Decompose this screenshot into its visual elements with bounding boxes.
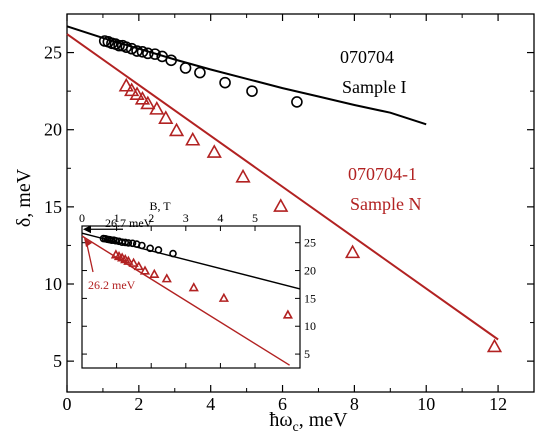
series-label-sample-n-line2: Sample N	[350, 194, 422, 214]
x-tick-label: 0	[63, 394, 72, 414]
x-axis-title: ħωc, meV	[269, 409, 348, 435]
data-point	[113, 39, 125, 52]
fit-line	[66, 33, 499, 341]
y-tick-label: 20	[44, 120, 62, 140]
data-point	[273, 198, 289, 212]
annotation-arrowhead-26-2	[84, 238, 92, 248]
inset-y-tick-label: 5	[304, 347, 310, 361]
inset-data-point	[121, 238, 130, 247]
y-tick-label: 15	[44, 197, 62, 217]
inset-x-tick-label: 2	[148, 211, 154, 225]
data-point	[168, 122, 185, 137]
data-point	[158, 110, 174, 124]
inset-y-tick-label: 20	[304, 264, 316, 278]
data-point	[120, 41, 133, 53]
inset-data-point	[169, 249, 177, 258]
inset-data-point	[133, 260, 144, 271]
inset-data-point	[139, 265, 151, 275]
x-tick-label: 6	[278, 394, 287, 414]
data-point	[206, 144, 222, 158]
y-tick-label: 25	[44, 43, 62, 63]
y-tick-label: 5	[53, 351, 62, 371]
inset-y-tick-label: 15	[304, 291, 316, 305]
data-point	[124, 82, 140, 97]
data-point	[149, 100, 165, 115]
x-axis-title-subscript: c	[293, 420, 299, 435]
annotation-arrowhead-26-7	[83, 225, 91, 234]
data-point	[179, 62, 192, 74]
inset-x-axis-title: B, T	[149, 199, 171, 213]
inset-frame	[81, 225, 301, 369]
inset-y-tick-label: 10	[304, 319, 316, 333]
x-axis-title-symbol: ħω	[269, 409, 292, 431]
series-sample-n	[66, 33, 503, 353]
inset-series-sample-n	[81, 235, 293, 366]
inset-series-sample-i	[81, 232, 301, 290]
inset-data-point	[188, 282, 199, 292]
data-point	[235, 168, 251, 183]
inset-data-point	[149, 268, 160, 278]
y-axis-title: δ, meV	[13, 168, 35, 227]
data-point	[118, 77, 134, 92]
series-label-sample-i-line1: 070704	[340, 47, 394, 67]
y-tick-label: 10	[44, 274, 62, 294]
data-point	[291, 96, 303, 108]
inset-x-tick-label: 0	[79, 211, 85, 225]
data-point	[185, 131, 201, 146]
x-tick-label: 10	[417, 394, 435, 414]
data-point	[149, 48, 161, 60]
inset-data-point	[146, 244, 154, 253]
inset-data-point	[123, 255, 134, 265]
x-tick-label: 2	[134, 394, 143, 414]
fit-line	[66, 25, 427, 126]
series-label-sample-n-line1: 070704-1	[348, 164, 417, 184]
inset-data-point	[128, 239, 137, 248]
data-point	[142, 47, 154, 60]
annotation-26-2-mev: 26.2 meV	[88, 278, 136, 292]
x-tick-label: 12	[489, 394, 507, 414]
x-axis-title-unit: , meV	[299, 409, 348, 431]
inset-data-point	[128, 257, 139, 267]
inset-x-tick-label: 4	[217, 211, 223, 225]
data-point	[165, 54, 177, 67]
data-point	[194, 66, 206, 79]
data-point	[134, 90, 151, 105]
inset-plot-area: 0 1 2 3 4 5 5 10 15 20 25 B, T 26.7 meV 26.2 meV	[79, 199, 316, 369]
inset-data-point	[218, 292, 229, 302]
data-point	[486, 338, 503, 353]
inset-data-point	[282, 309, 293, 319]
x-tick-label: 4	[206, 394, 215, 414]
inset-x-tick-label: 3	[183, 211, 189, 225]
inset-x-tick-label: 5	[252, 211, 258, 225]
x-tick-label: 8	[350, 394, 359, 414]
inset-data-point	[161, 273, 172, 283]
inset-x-tick-label: 1	[114, 211, 120, 225]
data-point	[140, 95, 156, 110]
data-point	[246, 85, 258, 97]
data-point	[131, 45, 143, 57]
inset-y-tick-label: 25	[304, 236, 316, 250]
series-label-sample-i-line2: Sample I	[342, 77, 407, 97]
inset-data-point	[154, 246, 163, 254]
series-sample-i	[66, 25, 427, 126]
annotation-26-7-mev: 26.7 meV	[105, 216, 153, 230]
data-point	[344, 244, 361, 259]
data-point	[129, 86, 145, 101]
inset-data-point	[124, 239, 133, 247]
main-plot-frame	[66, 13, 535, 393]
data-point	[219, 76, 231, 89]
inset-data-point	[138, 241, 146, 250]
data-point	[136, 45, 149, 58]
data-point	[125, 42, 138, 55]
